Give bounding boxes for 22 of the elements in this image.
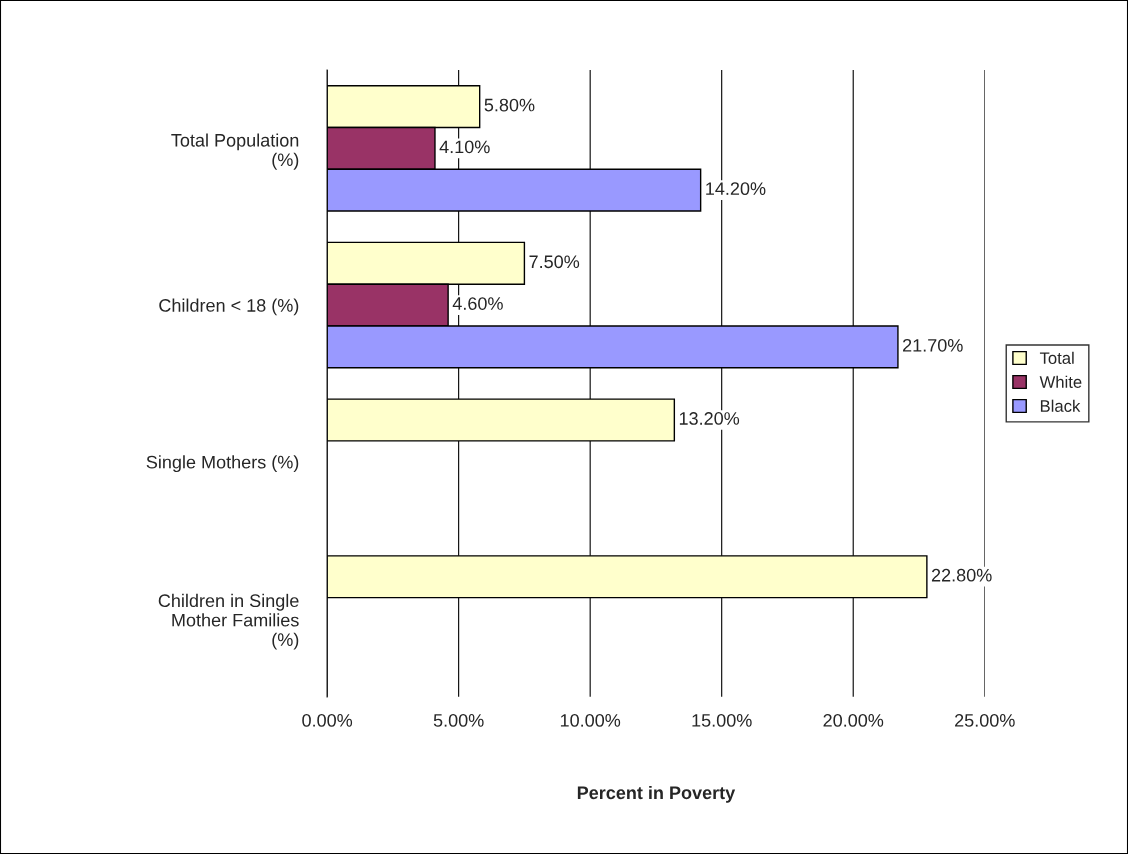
x-tick-label: 5.00% — [433, 714, 484, 727]
data-label: 13.20% — [679, 412, 740, 425]
data-label: 22.80% — [931, 568, 992, 582]
x-axis-title: Percent in Poverty — [577, 785, 736, 803]
legend-label: Black — [1040, 399, 1081, 412]
data-label: 4.60% — [452, 297, 503, 310]
x-tick-label: 10.00% — [560, 714, 621, 727]
data-label: 7.50% — [529, 255, 580, 269]
x-tick-label: 0.00% — [302, 714, 353, 727]
data-label: 21.70% — [903, 338, 963, 352]
x-tick-label: 25.00% — [955, 714, 1015, 727]
y-tick-label: Total Population (%) — [171, 133, 299, 170]
legend-label: White — [1039, 375, 1082, 388]
x-tick-label: 15.00% — [692, 714, 752, 727]
data-label: 14.20% — [706, 182, 766, 196]
data-label: 5.80% — [484, 98, 535, 112]
y-tick-label: Children in Single Mother Families (%) — [158, 593, 299, 650]
y-tick-label: Children < 18 (%) — [159, 298, 299, 316]
x-tick-label: 20.00% — [823, 714, 884, 727]
y-tick-label: Single Mothers (%) — [146, 455, 299, 473]
legend-label: Total — [1039, 351, 1074, 365]
data-label: 4.10% — [439, 140, 490, 154]
